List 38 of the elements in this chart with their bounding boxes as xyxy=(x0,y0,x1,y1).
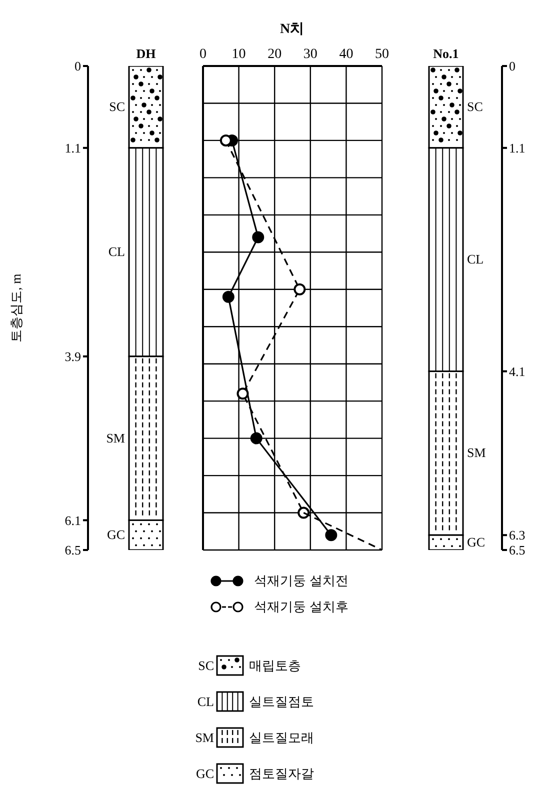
legend-label: SM xyxy=(194,730,214,746)
text: 실트질모래 xyxy=(249,729,314,747)
y-tick-label: 6.3 xyxy=(509,528,526,543)
x-axis-title: N치 xyxy=(278,21,306,38)
y-tick-label: 1.1 xyxy=(64,140,81,156)
y-tick-label: 6.5 xyxy=(509,542,526,558)
x-tick-label: 30 xyxy=(303,47,318,62)
x-tick-label: 20 xyxy=(268,47,282,62)
legend-label: SC xyxy=(467,98,483,114)
x-tick-label: 0 xyxy=(200,47,206,62)
text: GC xyxy=(106,527,125,542)
legend-label: GC xyxy=(194,766,214,782)
series-label: GC xyxy=(467,534,486,550)
x-tick-label: 10 xyxy=(232,47,246,62)
y-tick-label: 0 xyxy=(74,58,81,74)
text: 점토질자갈 xyxy=(249,765,314,783)
series-label: CL xyxy=(467,252,484,267)
legend-label: 석재기둥 설치후 xyxy=(254,598,348,616)
x-tick-label: DH xyxy=(136,46,156,61)
x-tick-label: 40 xyxy=(339,47,354,62)
text: CL xyxy=(108,244,125,260)
x-tick-label: No.1 xyxy=(433,46,459,61)
y-axis-title: 토층심도, m xyxy=(8,274,24,342)
legend-label: 석재기둥 설치전 xyxy=(254,572,348,590)
y-tick-label: 3.9 xyxy=(64,349,81,364)
y-tick-label: 1.1 xyxy=(509,140,526,156)
legend-label: SC xyxy=(109,98,125,114)
text: SC xyxy=(198,658,214,673)
y-tick-label: 6.5 xyxy=(64,542,81,558)
series-label: SM xyxy=(467,445,486,460)
legend-label: CL xyxy=(196,694,214,710)
y-tick-label: 0 xyxy=(509,58,516,74)
y-tick-label: 4.1 xyxy=(509,364,526,379)
text: 실트질점토 xyxy=(249,693,314,711)
y-tick-label: 6.1 xyxy=(64,512,81,528)
text: SM xyxy=(106,430,125,446)
x-tick-label: 50 xyxy=(375,47,389,62)
text: 매립토층 xyxy=(249,657,301,675)
